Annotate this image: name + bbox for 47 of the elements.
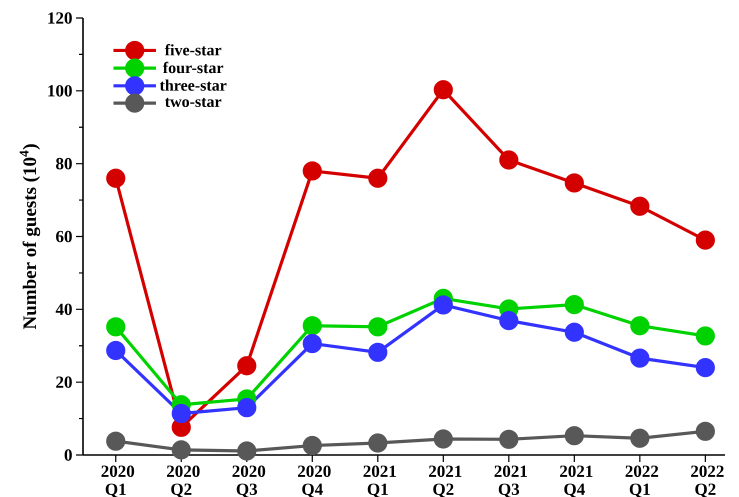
point bbox=[564, 426, 584, 446]
point bbox=[696, 358, 715, 378]
point bbox=[434, 429, 453, 449]
point bbox=[630, 348, 650, 368]
point bbox=[302, 316, 322, 336]
point bbox=[434, 295, 453, 315]
point bbox=[106, 340, 126, 360]
point bbox=[368, 317, 388, 336]
point bbox=[237, 398, 256, 418]
point bbox=[434, 80, 453, 100]
legend-label: three-star bbox=[160, 80, 226, 91]
y-tick-label: 40 bbox=[56, 304, 72, 316]
point bbox=[302, 436, 322, 456]
point bbox=[106, 432, 126, 451]
point bbox=[696, 422, 715, 441]
point bbox=[106, 168, 126, 188]
point bbox=[302, 161, 322, 181]
y-tick-label: 80 bbox=[56, 158, 72, 170]
y-tick-label: 120 bbox=[48, 12, 72, 24]
point bbox=[368, 342, 388, 362]
point bbox=[499, 150, 518, 170]
point bbox=[630, 196, 650, 216]
y-tick-label: 0 bbox=[64, 449, 72, 461]
point bbox=[368, 168, 388, 188]
point bbox=[499, 311, 518, 330]
point bbox=[237, 356, 256, 376]
legend-label: two-star bbox=[165, 98, 222, 108]
point bbox=[499, 430, 518, 449]
point bbox=[564, 322, 584, 342]
legend-label: four-star bbox=[162, 62, 224, 74]
point bbox=[106, 317, 126, 336]
point bbox=[302, 334, 322, 354]
point bbox=[564, 173, 584, 193]
point bbox=[630, 316, 650, 336]
point bbox=[696, 230, 715, 250]
y-tick-label: 20 bbox=[56, 376, 72, 388]
point bbox=[368, 433, 388, 453]
point bbox=[564, 295, 584, 314]
point bbox=[172, 440, 191, 460]
point bbox=[172, 404, 191, 424]
point bbox=[696, 326, 715, 346]
y-tick-label: 60 bbox=[56, 230, 72, 242]
y-axis-title: Number of guests (10$^{4}$) bbox=[20, 144, 40, 330]
legend-label: five-star bbox=[164, 44, 222, 56]
point bbox=[630, 428, 650, 448]
point bbox=[237, 441, 256, 461]
y-tick-label: 100 bbox=[48, 85, 72, 97]
